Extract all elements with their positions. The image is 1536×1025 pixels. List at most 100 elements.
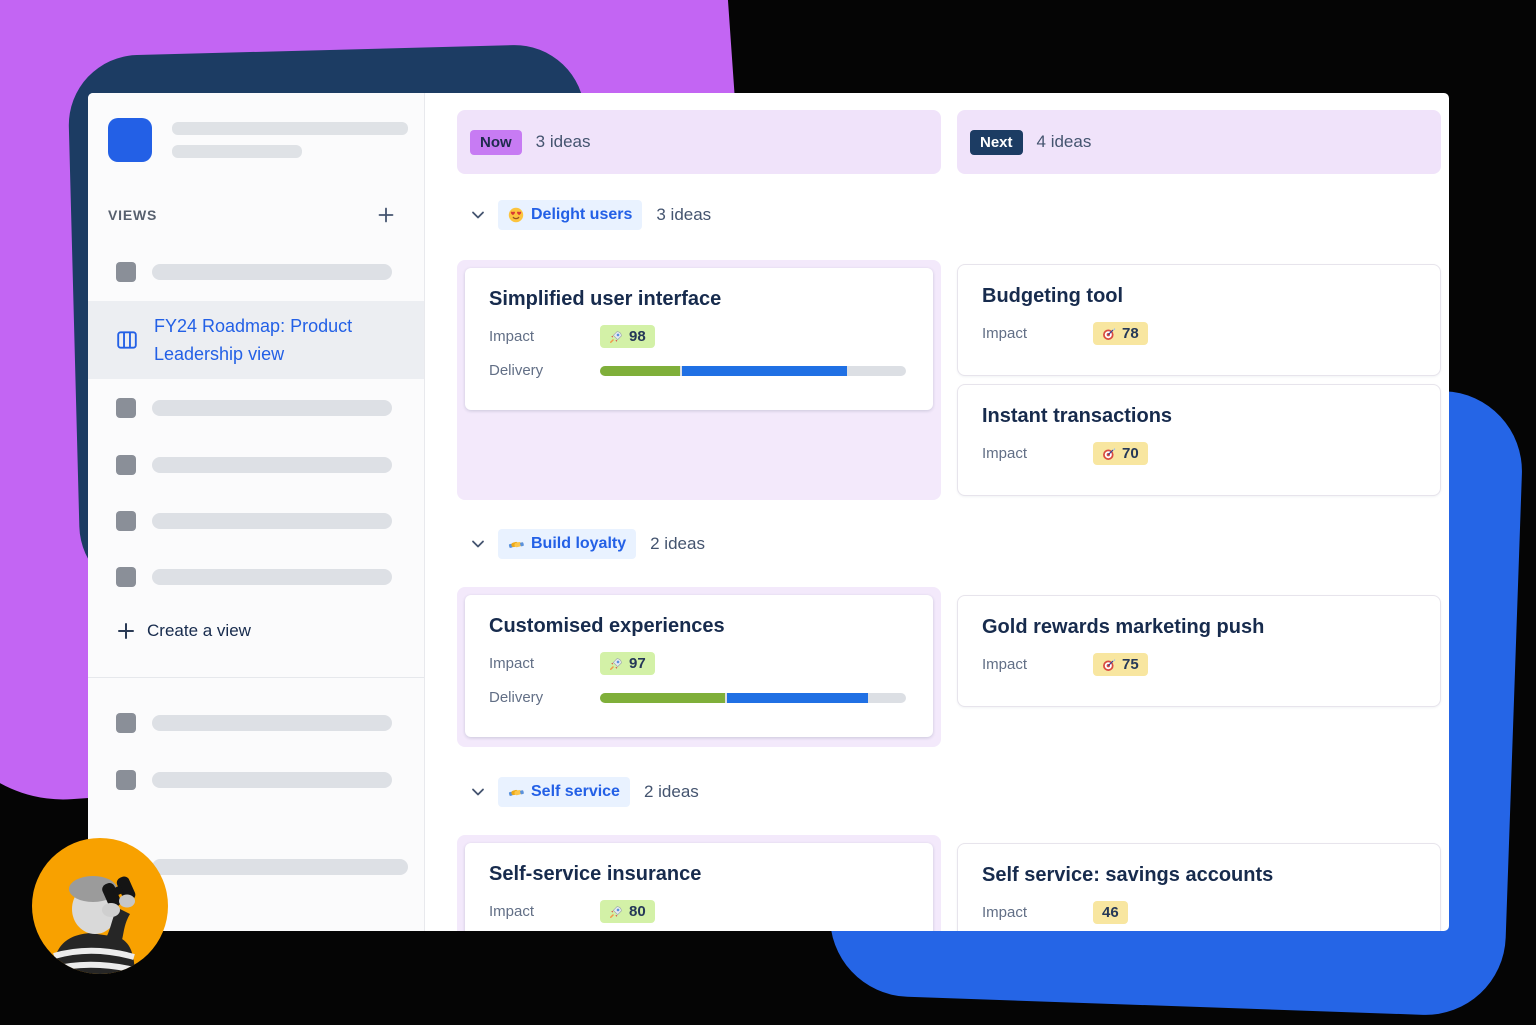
placeholder-view-icon: [116, 398, 136, 418]
impact-field-label: Impact: [982, 325, 1028, 342]
sidebar-view-item-placeholder[interactable]: [116, 770, 392, 790]
idea-title: Self-service insurance: [489, 863, 702, 885]
delivery-progress-bar: [600, 692, 906, 703]
progress-done: [600, 365, 680, 376]
next-group-cards: Gold rewards marketing push Impact 75: [957, 595, 1441, 747]
add-view-plus-icon[interactable]: [376, 205, 396, 225]
placeholder-view-label: [152, 513, 392, 529]
group-label: Build loyalty: [531, 535, 627, 552]
chevron-down-icon[interactable]: [470, 536, 486, 552]
impact-value: 46: [1102, 904, 1119, 921]
placeholder-view-label: [152, 772, 392, 788]
group-label: Delight users: [531, 206, 633, 223]
idea-title: Simplified user interface: [489, 288, 722, 310]
group-header-delight-users: Delight users 3 ideas: [457, 198, 1441, 232]
group-count: 3 ideas: [656, 205, 712, 224]
now-status-badge: Now: [470, 129, 522, 155]
impact-field-label: Impact: [982, 904, 1028, 921]
sidebar-view-item-placeholder[interactable]: [116, 713, 392, 733]
idea-title: Gold rewards marketing push: [982, 616, 1265, 638]
workspace-logo: [108, 118, 152, 162]
group-pill: Delight users: [498, 200, 643, 230]
placeholder-view-icon: [116, 713, 136, 733]
app-window: VIEWS FY24 Roadmap: Product Leadership v…: [88, 93, 1449, 931]
placeholder-view-icon: [116, 770, 136, 790]
sidebar-view-item-placeholder[interactable]: [116, 511, 392, 531]
idea-card-gold-rewards-marketing-push[interactable]: Gold rewards marketing push Impact 75: [957, 595, 1441, 707]
placeholder-view-label: [152, 400, 392, 416]
sidebar-view-item-placeholder[interactable]: [116, 567, 392, 587]
impact-value: 70: [1122, 445, 1139, 462]
group-pill: Build loyalty: [498, 529, 637, 559]
impact-value-badge: 97: [600, 652, 655, 675]
group-count: 2 ideas: [643, 782, 699, 801]
impact-field-label: Impact: [489, 655, 535, 672]
dart-emoji-icon: [1103, 327, 1116, 340]
rocket-emoji-icon: [610, 657, 622, 670]
placeholder-view-label: [152, 457, 392, 473]
sidebar-view-item-placeholder[interactable]: [116, 262, 392, 282]
next-group-cards: Budgeting tool Impact 78 Instant transac…: [957, 264, 1441, 500]
sidebar-item-fy24-roadmap[interactable]: FY24 Roadmap: Product Leadership view: [88, 301, 424, 379]
create-a-view-button[interactable]: Create a view: [116, 617, 251, 645]
placeholder-view-icon: [116, 262, 136, 282]
handshake-emoji-icon: [508, 784, 524, 800]
idea-card-self-service-insurance[interactable]: Self-service insurance Impact 80: [465, 843, 933, 931]
group-header-self-service: Self service 2 ideas: [457, 775, 1441, 809]
idea-card-simplified-user-interface[interactable]: Simplified user interface Impact 98 Deli…: [465, 268, 933, 410]
placeholder-view-label: [152, 569, 392, 585]
rocket-emoji-icon: [610, 905, 622, 918]
now-column-header: Now 3 ideas: [457, 110, 941, 174]
delivery-progress-bar: [600, 365, 906, 376]
views-section-header: VIEWS: [108, 205, 396, 225]
group-body-build-loyalty: Customised experiences Impact 97 Deliver…: [457, 587, 1441, 747]
dart-emoji-icon: [1103, 447, 1116, 460]
placeholder-view-icon: [116, 567, 136, 587]
person-with-binoculars-illustration: [48, 876, 139, 974]
impact-value-badge: 75: [1093, 653, 1148, 676]
placeholder-view-label: [152, 264, 392, 280]
group-body-self-service: Self-service insurance Impact 80 Self se…: [457, 835, 1441, 931]
impact-field-label: Impact: [489, 903, 535, 920]
placeholder-view-icon: [116, 511, 136, 531]
binoculars-person-photo: [32, 838, 168, 974]
impact-value: 97: [629, 655, 646, 672]
impact-field-label: Impact: [489, 328, 535, 345]
idea-card-customised-experiences[interactable]: Customised experiences Impact 97 Deliver…: [465, 595, 933, 737]
idea-card-self-service-savings-accounts[interactable]: Self service: savings accounts Impact 46: [957, 843, 1441, 931]
impact-value-badge: 98: [600, 325, 655, 348]
handshake-emoji-icon: [508, 536, 524, 552]
delivery-field-label: Delivery: [489, 689, 544, 706]
placeholder-view-label: [152, 859, 408, 875]
impact-value-badge: 46: [1093, 901, 1128, 924]
roadmap-board: Now 3 ideas Next 4 ideas Delight users: [425, 93, 1449, 931]
next-column-count: 4 ideas: [1036, 132, 1092, 151]
idea-title: Self service: savings accounts: [982, 864, 1274, 886]
sidebar-view-item-placeholder[interactable]: [116, 398, 392, 418]
sidebar-view-item-placeholder[interactable]: [116, 455, 392, 475]
idea-title: Customised experiences: [489, 615, 725, 637]
chevron-down-icon[interactable]: [470, 207, 486, 223]
placeholder-view-icon: [116, 455, 136, 475]
impact-value-badge: 70: [1093, 442, 1148, 465]
group-header-build-loyalty: Build loyalty 2 ideas: [457, 527, 1441, 561]
now-group-dropzone: Simplified user interface Impact 98 Deli…: [457, 260, 941, 500]
now-group-dropzone: Self-service insurance Impact 80: [457, 835, 941, 931]
workspace-name-placeholder: [172, 118, 408, 162]
group-pill: Self service: [498, 777, 630, 807]
impact-value: 80: [629, 903, 646, 920]
board-view-icon: [116, 329, 138, 351]
impact-field-label: Impact: [982, 656, 1028, 673]
chevron-down-icon[interactable]: [470, 784, 486, 800]
idea-card-budgeting-tool[interactable]: Budgeting tool Impact 78: [957, 264, 1441, 376]
placeholder-bar: [172, 122, 408, 135]
selected-view-label: FY24 Roadmap: Product Leadership view: [154, 316, 353, 364]
delivery-field-label: Delivery: [489, 362, 544, 379]
now-column-count: 3 ideas: [535, 132, 591, 151]
heart-eyes-emoji-icon: [508, 207, 524, 223]
progress-active: [727, 692, 869, 703]
idea-card-instant-transactions[interactable]: Instant transactions Impact 70: [957, 384, 1441, 496]
progress-active: [681, 365, 847, 376]
column-headers: Now 3 ideas Next 4 ideas: [457, 110, 1441, 174]
